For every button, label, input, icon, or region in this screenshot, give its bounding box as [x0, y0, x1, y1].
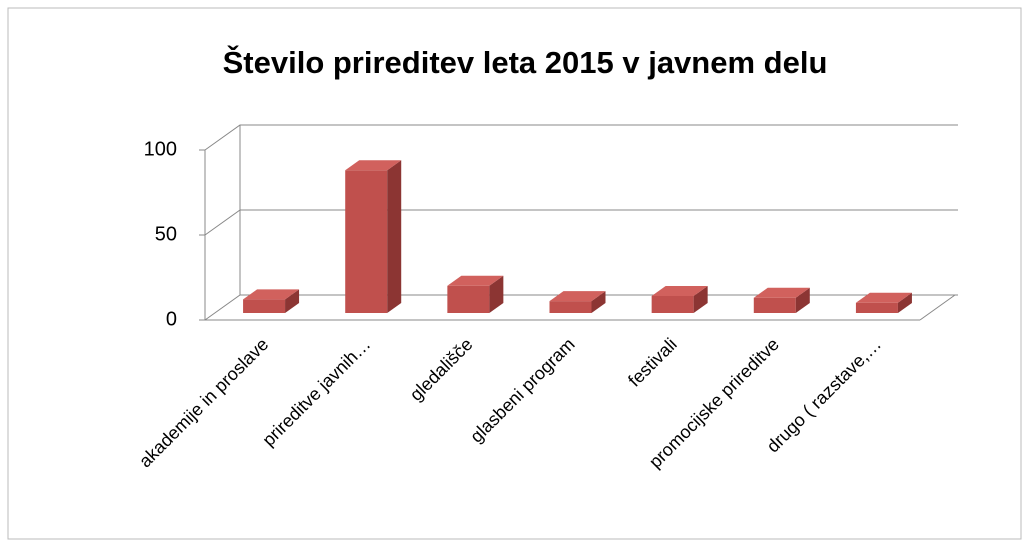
bar-front [855, 302, 898, 313]
bar [243, 289, 300, 313]
bar-side [591, 291, 606, 313]
bar-side [795, 287, 810, 313]
bar-top [549, 291, 606, 302]
bar [549, 291, 606, 313]
bar [753, 287, 810, 313]
grid-line [204, 124, 958, 151]
bar-top [855, 292, 912, 303]
bar [651, 286, 708, 313]
bar [855, 292, 912, 313]
y-tick-label: 50 [155, 223, 177, 245]
bar-front [651, 296, 694, 313]
bar-side [387, 160, 402, 313]
grid-line [204, 209, 958, 236]
y-tick-label: 100 [144, 138, 177, 160]
bar-front [753, 297, 796, 313]
bar-front [243, 299, 286, 313]
bar-front [447, 285, 490, 313]
chart-title: Število prireditev leta 2015 v javnem de… [223, 44, 828, 80]
bar-top [753, 287, 810, 298]
bar-top [243, 289, 300, 300]
chart-frame [7, 7, 1022, 540]
bar-side [285, 289, 300, 313]
bar-top [345, 160, 402, 171]
y-tick-label: 0 [166, 308, 177, 330]
floor-right [919, 294, 956, 321]
bar [447, 275, 504, 313]
grid-line [204, 294, 958, 321]
bar-side [897, 292, 912, 313]
bar-side [693, 286, 708, 313]
bar-top [651, 286, 708, 296]
bar [345, 160, 402, 313]
bar-side [489, 275, 504, 313]
bar-top [447, 275, 504, 286]
bar-front [549, 301, 592, 313]
bar-front [345, 170, 388, 313]
